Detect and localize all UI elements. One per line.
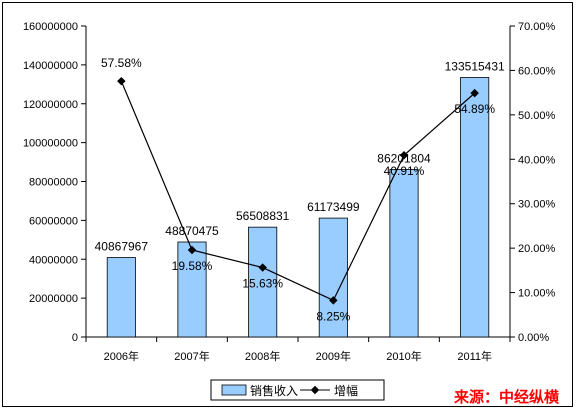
legend-box [210,379,385,401]
growth-value-label: 57.58% [101,56,142,70]
line-point [470,88,479,98]
left-tick-label: 60000000 [29,215,78,227]
right-tick-label: 0.00% [518,332,549,344]
bar-value-label: 61173499 [307,200,360,214]
bar [460,77,490,338]
data-labels: 40867967 48870475 56508831 61173499 86201804… [95,56,505,323]
left-axis: 0 20000000 40000000 60000000 80000000 1000000… [23,21,87,344]
line-point [399,151,409,160]
bar-value-label: 40867967 [95,240,149,254]
bar-value-label: 86201804 [377,151,431,165]
x-tick-label: 2010年 [386,349,421,363]
bar [177,241,207,338]
bar [106,257,136,338]
bar [389,169,419,338]
right-tick-label: 40.00% [518,154,556,166]
bar-value-label: 133515431 [445,59,505,73]
left-tick-label: 100000000 [23,138,78,150]
x-axis: 2006年 2007年 2008年 2009年 2010年 2011年 [85,336,511,363]
growth-value-label: 15.63% [242,277,283,291]
left-tick-label: 40000000 [29,254,78,266]
x-tick-label: 2006年 [104,349,139,363]
left-tick-label: 140000000 [23,60,78,72]
x-tick-label: 2008年 [245,349,280,363]
right-tick-label: 50.00% [518,110,556,122]
growth-value-label: 8.25% [316,309,350,323]
right-tick-label: 10.00% [518,288,556,300]
left-tick-label: 160000000 [23,21,78,33]
right-axis: 0.00% 10.00% 20.00% 30.00% 40.00% 50.00% 60.00… [509,21,556,344]
right-tick-label: 30.00% [518,199,556,211]
legend: 销售收入 增幅 [210,379,385,401]
line-point [258,263,267,272]
bar [248,226,278,338]
growth-value-label: 40.91% [384,164,425,178]
left-tick-label: 80000000 [29,177,78,189]
bar [318,217,348,338]
x-tick-label: 2011年 [457,349,492,363]
growth-line [120,80,476,302]
bar-value-label: 56508831 [236,209,290,223]
right-tick-label: 20.00% [518,243,556,255]
right-tick-label: 60.00% [518,65,556,77]
right-tick-label: 70.00% [518,21,556,33]
left-tick-label: 120000000 [23,99,78,111]
growth-value-label: 54.89% [454,102,495,116]
growth-value-label: 19.58% [172,259,213,273]
legend-line-label: 增幅 [334,383,358,398]
left-tick-label: 20000000 [29,293,78,305]
left-tick-label: 0 [72,332,78,344]
source-text: 来源：中经纵横 [453,388,560,406]
legend-bar-swatch [221,384,247,396]
line-point [329,296,338,305]
x-tick-label: 2009年 [316,349,351,363]
line-point [117,76,126,86]
line-point [187,245,197,255]
legend-line-marker [310,385,320,395]
bar-value-label: 48870475 [165,224,219,238]
legend-bar-label: 销售收入 [250,383,298,398]
bar-series [106,77,490,338]
line-series [117,76,479,305]
x-tick-label: 2007年 [174,349,209,363]
